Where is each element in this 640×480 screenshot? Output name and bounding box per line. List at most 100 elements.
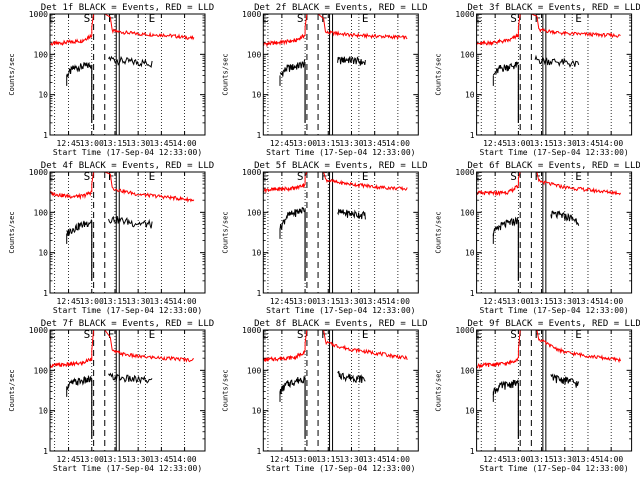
ytick-label: 100 xyxy=(247,50,262,59)
xtick-label: 13:00 xyxy=(293,297,317,306)
ytick-label: 10 xyxy=(465,407,475,416)
events-series-pre xyxy=(66,218,93,236)
x-axis-label: Start Time (17-Sep-04 12:33:00) xyxy=(266,306,415,315)
xtick-label: 14:00 xyxy=(386,455,410,464)
ytick-label: 1 xyxy=(256,289,261,298)
events-series-pre xyxy=(66,374,93,391)
ytick-label: 1 xyxy=(256,131,261,140)
events-series-post xyxy=(337,56,366,66)
xtick-label: 14:00 xyxy=(173,455,197,464)
y-axis-label: Counts/sec xyxy=(435,369,443,411)
panel-title: Det 8f BLACK = Events, RED = LLD xyxy=(254,319,427,329)
xtick-label: 12:45 xyxy=(57,139,81,148)
ytick-label: 100 xyxy=(34,50,49,59)
xtick-label: 12:45 xyxy=(270,139,294,148)
marker-label-e-end: E xyxy=(575,12,582,25)
xtick-label: 12:45 xyxy=(57,455,81,464)
xtick-label: 13:00 xyxy=(293,139,317,148)
ytick-label: 1 xyxy=(470,447,475,456)
ytick-label: 100 xyxy=(34,208,49,217)
panel-title: Det 3f BLACK = Events, RED = LLD xyxy=(467,3,640,13)
marker-label-f: F xyxy=(108,328,115,341)
plot-frame xyxy=(262,171,419,294)
xtick-label: 13:15 xyxy=(103,455,127,464)
ytick-label: 1000 xyxy=(29,168,48,177)
lld-series-post xyxy=(531,171,621,196)
lld-series-post xyxy=(317,13,408,41)
x-axis-label: Start Time (17-Sep-04 12:33:00) xyxy=(479,464,628,473)
events-series-post xyxy=(337,208,366,220)
panel-title: Det 1f BLACK = Events, RED = LLD xyxy=(41,3,214,13)
events-series-pre xyxy=(279,207,306,231)
marker-label-s: S xyxy=(84,12,91,25)
ytick-label: 10 xyxy=(465,249,475,258)
xtick-label: 13:15 xyxy=(316,455,340,464)
xtick-label: 13:45 xyxy=(149,139,173,148)
marker-label-s: S xyxy=(297,12,304,25)
xtick-label: 13:30 xyxy=(553,297,577,306)
panel-title: Det 4f BLACK = Events, RED = LLD xyxy=(41,161,214,171)
xtick-label: 14:00 xyxy=(599,297,623,306)
y-axis-label: Counts/sec xyxy=(8,211,16,253)
events-series-pre xyxy=(66,61,93,78)
xtick-label: 14:00 xyxy=(599,139,623,148)
xtick-label: 13:30 xyxy=(339,139,363,148)
lld-series-pre xyxy=(49,13,95,47)
events-series-pre xyxy=(492,379,519,396)
x-axis-label: Start Time (17-Sep-04 12:33:00) xyxy=(53,464,202,473)
lld-series-post xyxy=(318,171,408,191)
panel-title: Det 7f BLACK = Events, RED = LLD xyxy=(41,319,214,329)
events-series-pre xyxy=(279,59,306,77)
xtick-label: 13:15 xyxy=(530,455,554,464)
ytick-label: 100 xyxy=(247,366,262,375)
xtick-label: 13:00 xyxy=(80,297,104,306)
lld-series-pre xyxy=(476,329,521,370)
ytick-label: 1 xyxy=(43,447,48,456)
events-series-post xyxy=(108,372,153,385)
xtick-label: 13:00 xyxy=(506,455,530,464)
xtick-label: 12:45 xyxy=(270,455,294,464)
x-axis-label: Start Time (17-Sep-04 12:33:00) xyxy=(479,148,628,157)
x-axis-label: Start Time (17-Sep-04 12:33:00) xyxy=(53,306,202,315)
ytick-label: 1000 xyxy=(455,10,474,19)
y-axis-label: Counts/sec xyxy=(221,369,229,411)
plot-frame xyxy=(262,329,419,452)
y-axis-label: Counts/sec xyxy=(221,53,229,95)
lld-series-pre xyxy=(262,13,308,48)
xtick-label: 13:45 xyxy=(576,455,600,464)
marker-label-e-end: E xyxy=(149,12,156,25)
xtick-label: 13:45 xyxy=(363,455,387,464)
xtick-label: 13:45 xyxy=(576,139,600,148)
ytick-label: 10 xyxy=(252,91,262,100)
xtick-label: 13:00 xyxy=(293,455,317,464)
ytick-label: 1 xyxy=(470,289,475,298)
ytick-label: 1000 xyxy=(242,10,261,19)
lld-series-post xyxy=(104,13,195,41)
x-axis-label: Start Time (17-Sep-04 12:33:00) xyxy=(266,464,415,473)
lld-series-pre xyxy=(476,171,521,197)
xtick-label: 13:45 xyxy=(363,297,387,306)
lld-series-pre xyxy=(49,329,95,369)
ytick-label: 100 xyxy=(247,208,262,217)
lld-series-pre xyxy=(49,171,95,201)
xtick-label: 13:00 xyxy=(506,297,530,306)
xtick-label: 13:30 xyxy=(339,297,363,306)
y-axis-label: Counts/sec xyxy=(8,369,16,411)
xtick-label: 14:00 xyxy=(173,139,197,148)
marker-label-e-start: E xyxy=(475,170,482,183)
ytick-label: 1 xyxy=(43,131,48,140)
ytick-label: 1000 xyxy=(29,10,48,19)
ytick-label: 10 xyxy=(38,91,48,100)
ytick-label: 1 xyxy=(470,131,475,140)
ytick-label: 100 xyxy=(460,366,475,375)
plot-frame xyxy=(476,329,633,452)
marker-label-e-start: E xyxy=(49,328,56,341)
xtick-label: 13:30 xyxy=(126,297,150,306)
y-axis-label: Counts/sec xyxy=(8,53,16,95)
